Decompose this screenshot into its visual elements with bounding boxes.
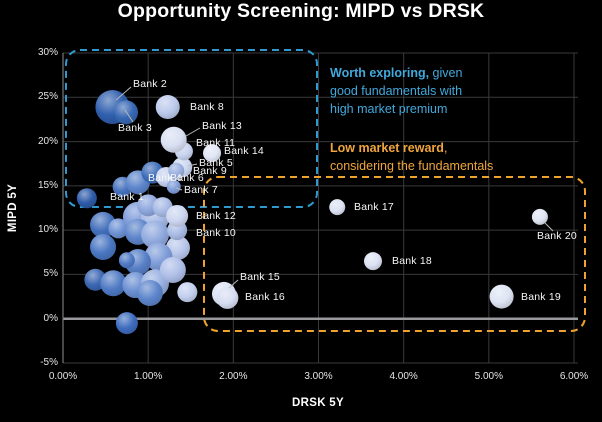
cluster-bubble <box>159 257 186 283</box>
y-tick-label: 15% <box>37 179 58 191</box>
label-leader-line <box>115 86 132 101</box>
x-tick-label: 6.00% <box>559 371 589 382</box>
annotation-text: given <box>429 66 463 80</box>
annotation-line: considering the fundamentals <box>330 159 494 173</box>
bank-bubble-bank-9 <box>168 162 185 179</box>
y-tick-label: 30% <box>37 47 58 58</box>
y-tick-label: 20% <box>37 135 58 147</box>
y-axis-title: MIPD 5Y <box>7 183 19 233</box>
annotation-bold-text: Worth exploring, <box>330 66 430 80</box>
y-tick-label: -5% <box>40 357 58 368</box>
x-tick-label: 4.00% <box>389 371 418 382</box>
annotation-line: Low market reward, <box>330 139 493 157</box>
bank-label: Bank 16 <box>245 290 285 303</box>
cluster-bubble <box>177 282 198 303</box>
bank-label: Bank 2 <box>133 77 167 90</box>
bank-bubble-bank-14 <box>203 144 222 163</box>
cluster-bubble <box>136 280 163 307</box>
bank-label: Bank 5 <box>199 156 233 169</box>
bank-label: Bank 10 <box>196 226 236 239</box>
y-tick-label: 10% <box>37 224 58 236</box>
cluster-bubble <box>108 218 129 239</box>
bank-bubble-bank-18 <box>364 252 383 271</box>
bank-label: Bank 14 <box>224 144 264 157</box>
low-market-reward-region <box>203 176 586 332</box>
bank-label: Bank 19 <box>521 290 561 303</box>
cluster-bubble <box>115 312 138 335</box>
annotation-worth-exploring: Worth exploring, given good fundamentals… <box>330 64 462 118</box>
label-leader-line <box>175 187 183 191</box>
bank-label: Bank 18 <box>392 254 432 267</box>
bank-label: Bank 7 <box>184 183 218 196</box>
annotation-bold-text: Low market reward <box>330 141 444 155</box>
bank-bubble-bank-19 <box>489 284 514 309</box>
cluster-bubble <box>90 233 117 260</box>
label-leader-line <box>544 222 554 232</box>
bank-bubble-bank-17 <box>329 199 346 216</box>
chart-title: Opportunity Screening: MIPD vs DRSK <box>117 0 485 22</box>
y-tick-label: 5% <box>43 268 58 280</box>
bank-bubble-bank-8 <box>155 95 180 120</box>
bank-label: Bank 4 <box>148 171 182 184</box>
bank-label: Bank 20 <box>537 229 577 242</box>
bank-label: Bank 3 <box>118 121 152 134</box>
bank-label: Bank 11 <box>196 136 236 149</box>
annotation-low-market-reward: Low market reward, considering the funda… <box>330 139 493 175</box>
label-leader-line <box>187 163 198 167</box>
bank-label: Bank 8 <box>190 100 224 113</box>
x-tick-label: 5.00% <box>474 371 503 382</box>
label-leader-line <box>185 127 201 137</box>
bank-label: Bank 9 <box>193 164 227 177</box>
bank-label: Bank 17 <box>354 200 394 213</box>
bank-label: Bank 15 <box>240 270 280 283</box>
bank-bubble-bank-1 <box>76 188 97 209</box>
annotation-text: , <box>443 141 448 155</box>
annotation-line: good fundamentals with <box>330 84 463 98</box>
annotation-line: high market premium <box>330 102 448 116</box>
x-tick-label: 0.00% <box>48 371 78 382</box>
cluster-bubble <box>118 252 135 269</box>
bank-label: Bank 12 <box>196 209 236 222</box>
x-tick-label: 2.00% <box>219 371 248 382</box>
annotation-line: Worth exploring, given <box>330 64 462 82</box>
y-tick-label: 0% <box>43 312 58 324</box>
bank-label: Bank 6 <box>170 171 204 184</box>
x-axis-title: DRSK 5Y <box>292 397 344 409</box>
bank-bubble-bank-20 <box>531 208 548 225</box>
bank-label: Bank 1 <box>110 190 144 203</box>
x-tick-label: 3.00% <box>304 371 333 382</box>
bank-bubble-bank-12 <box>166 204 189 227</box>
bank-bubble-bank-7 <box>166 179 181 194</box>
label-leader-line <box>124 109 134 123</box>
bank-label: Bank 13 <box>202 119 242 132</box>
worth-exploring-region <box>65 49 318 208</box>
cluster-bubble <box>140 220 169 249</box>
x-tick-label: 1.00% <box>133 371 163 382</box>
label-leader-line <box>228 279 239 289</box>
y-tick-label: 25% <box>37 91 58 103</box>
bank-bubble-bank-13 <box>160 126 187 153</box>
bank-bubble-bank-16 <box>216 286 239 309</box>
cluster-bubble <box>100 270 127 297</box>
